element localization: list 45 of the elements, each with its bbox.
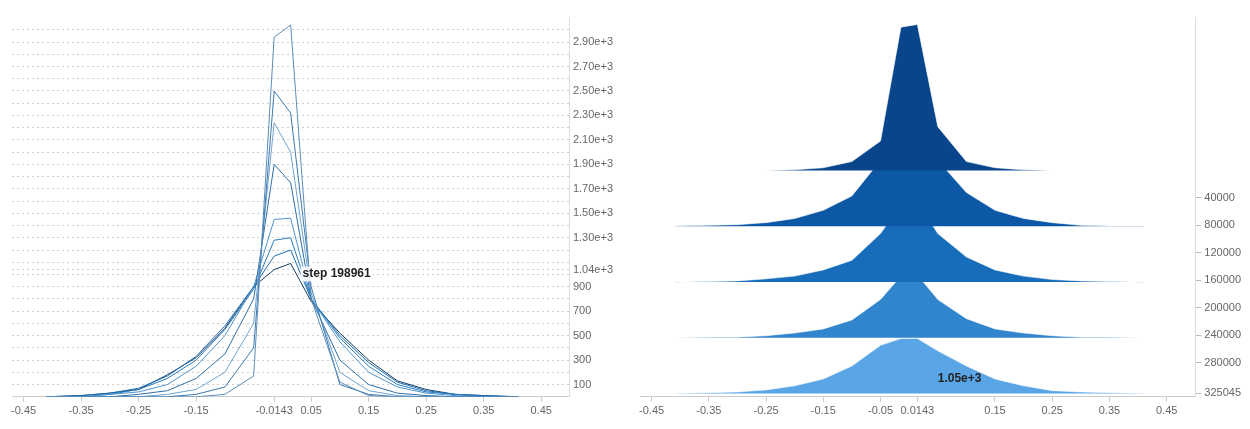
- y-tick-label: 1.50e+3: [572, 206, 614, 219]
- x-tick-label: 0.05: [300, 404, 322, 417]
- annotation: 1.05e+3: [937, 371, 982, 386]
- y-tick-label: 1.70e+3: [572, 181, 614, 194]
- x-tick-label: -0.25: [753, 404, 779, 417]
- x-tick-label: -0.35: [696, 404, 722, 417]
- x-tick-label: 0.35: [472, 404, 495, 417]
- y2-tick-label: 160000: [1204, 273, 1242, 286]
- x-tick-label: -0.25: [126, 404, 152, 417]
- y-tick-label: 1.30e+3: [572, 230, 614, 243]
- x-tick-label: -0.15: [810, 404, 836, 417]
- x-tick-label: -0.0143: [255, 404, 293, 417]
- x-tick-label: 0.0143: [900, 404, 935, 417]
- y2-tick-label: 240000: [1204, 328, 1242, 341]
- y-tick-label: 2.10e+3: [572, 132, 614, 145]
- y-tick-label: 2.70e+3: [572, 59, 614, 72]
- y-tick-label: 300: [572, 353, 592, 366]
- x-tick-label: -0.05: [868, 404, 894, 417]
- x-tick-label: 0.25: [415, 404, 437, 417]
- y-tick-label: 1.90e+3: [572, 157, 614, 170]
- y2-tick-label: 280000: [1204, 355, 1242, 368]
- y-tick-label: 900: [572, 279, 592, 292]
- y-tick-label: 500: [572, 328, 592, 341]
- x-tick-label: -0.45: [11, 404, 37, 417]
- y2-tick-label: 200000: [1204, 300, 1242, 313]
- y2-tick-label: 80000: [1204, 218, 1235, 231]
- x-tick-label: 0.45: [1155, 404, 1178, 417]
- y-tick-label: 700: [572, 304, 592, 317]
- y-tick-label: 100: [572, 377, 592, 390]
- x-tick-label: -0.15: [183, 404, 209, 417]
- y2-tick-label: 325045: [1204, 386, 1242, 399]
- y-tick-label: 2.50e+3: [572, 84, 614, 97]
- y-tick-label: 2.30e+3: [572, 108, 614, 121]
- x-tick-label: 0.45: [530, 404, 552, 417]
- annotation: step 198961: [302, 265, 371, 280]
- x-tick-label: 0.25: [1041, 404, 1063, 417]
- x-tick-label: -0.35: [68, 404, 94, 417]
- x-tick-label: 0.35: [1098, 404, 1121, 417]
- y-tick-label: 1.04e+3: [572, 262, 614, 275]
- x-tick-label: 0.15: [357, 404, 380, 417]
- x-tick-label: -0.45: [639, 404, 665, 417]
- y2-tick-label: 40000: [1204, 190, 1235, 203]
- y-tick-label: 2.90e+3: [572, 35, 614, 48]
- y2-tick-label: 120000: [1204, 245, 1242, 258]
- x-tick-label: 0.15: [984, 404, 1006, 417]
